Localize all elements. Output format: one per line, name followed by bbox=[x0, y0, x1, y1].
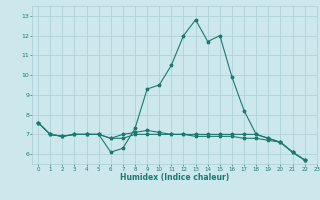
X-axis label: Humidex (Indice chaleur): Humidex (Indice chaleur) bbox=[120, 173, 229, 182]
